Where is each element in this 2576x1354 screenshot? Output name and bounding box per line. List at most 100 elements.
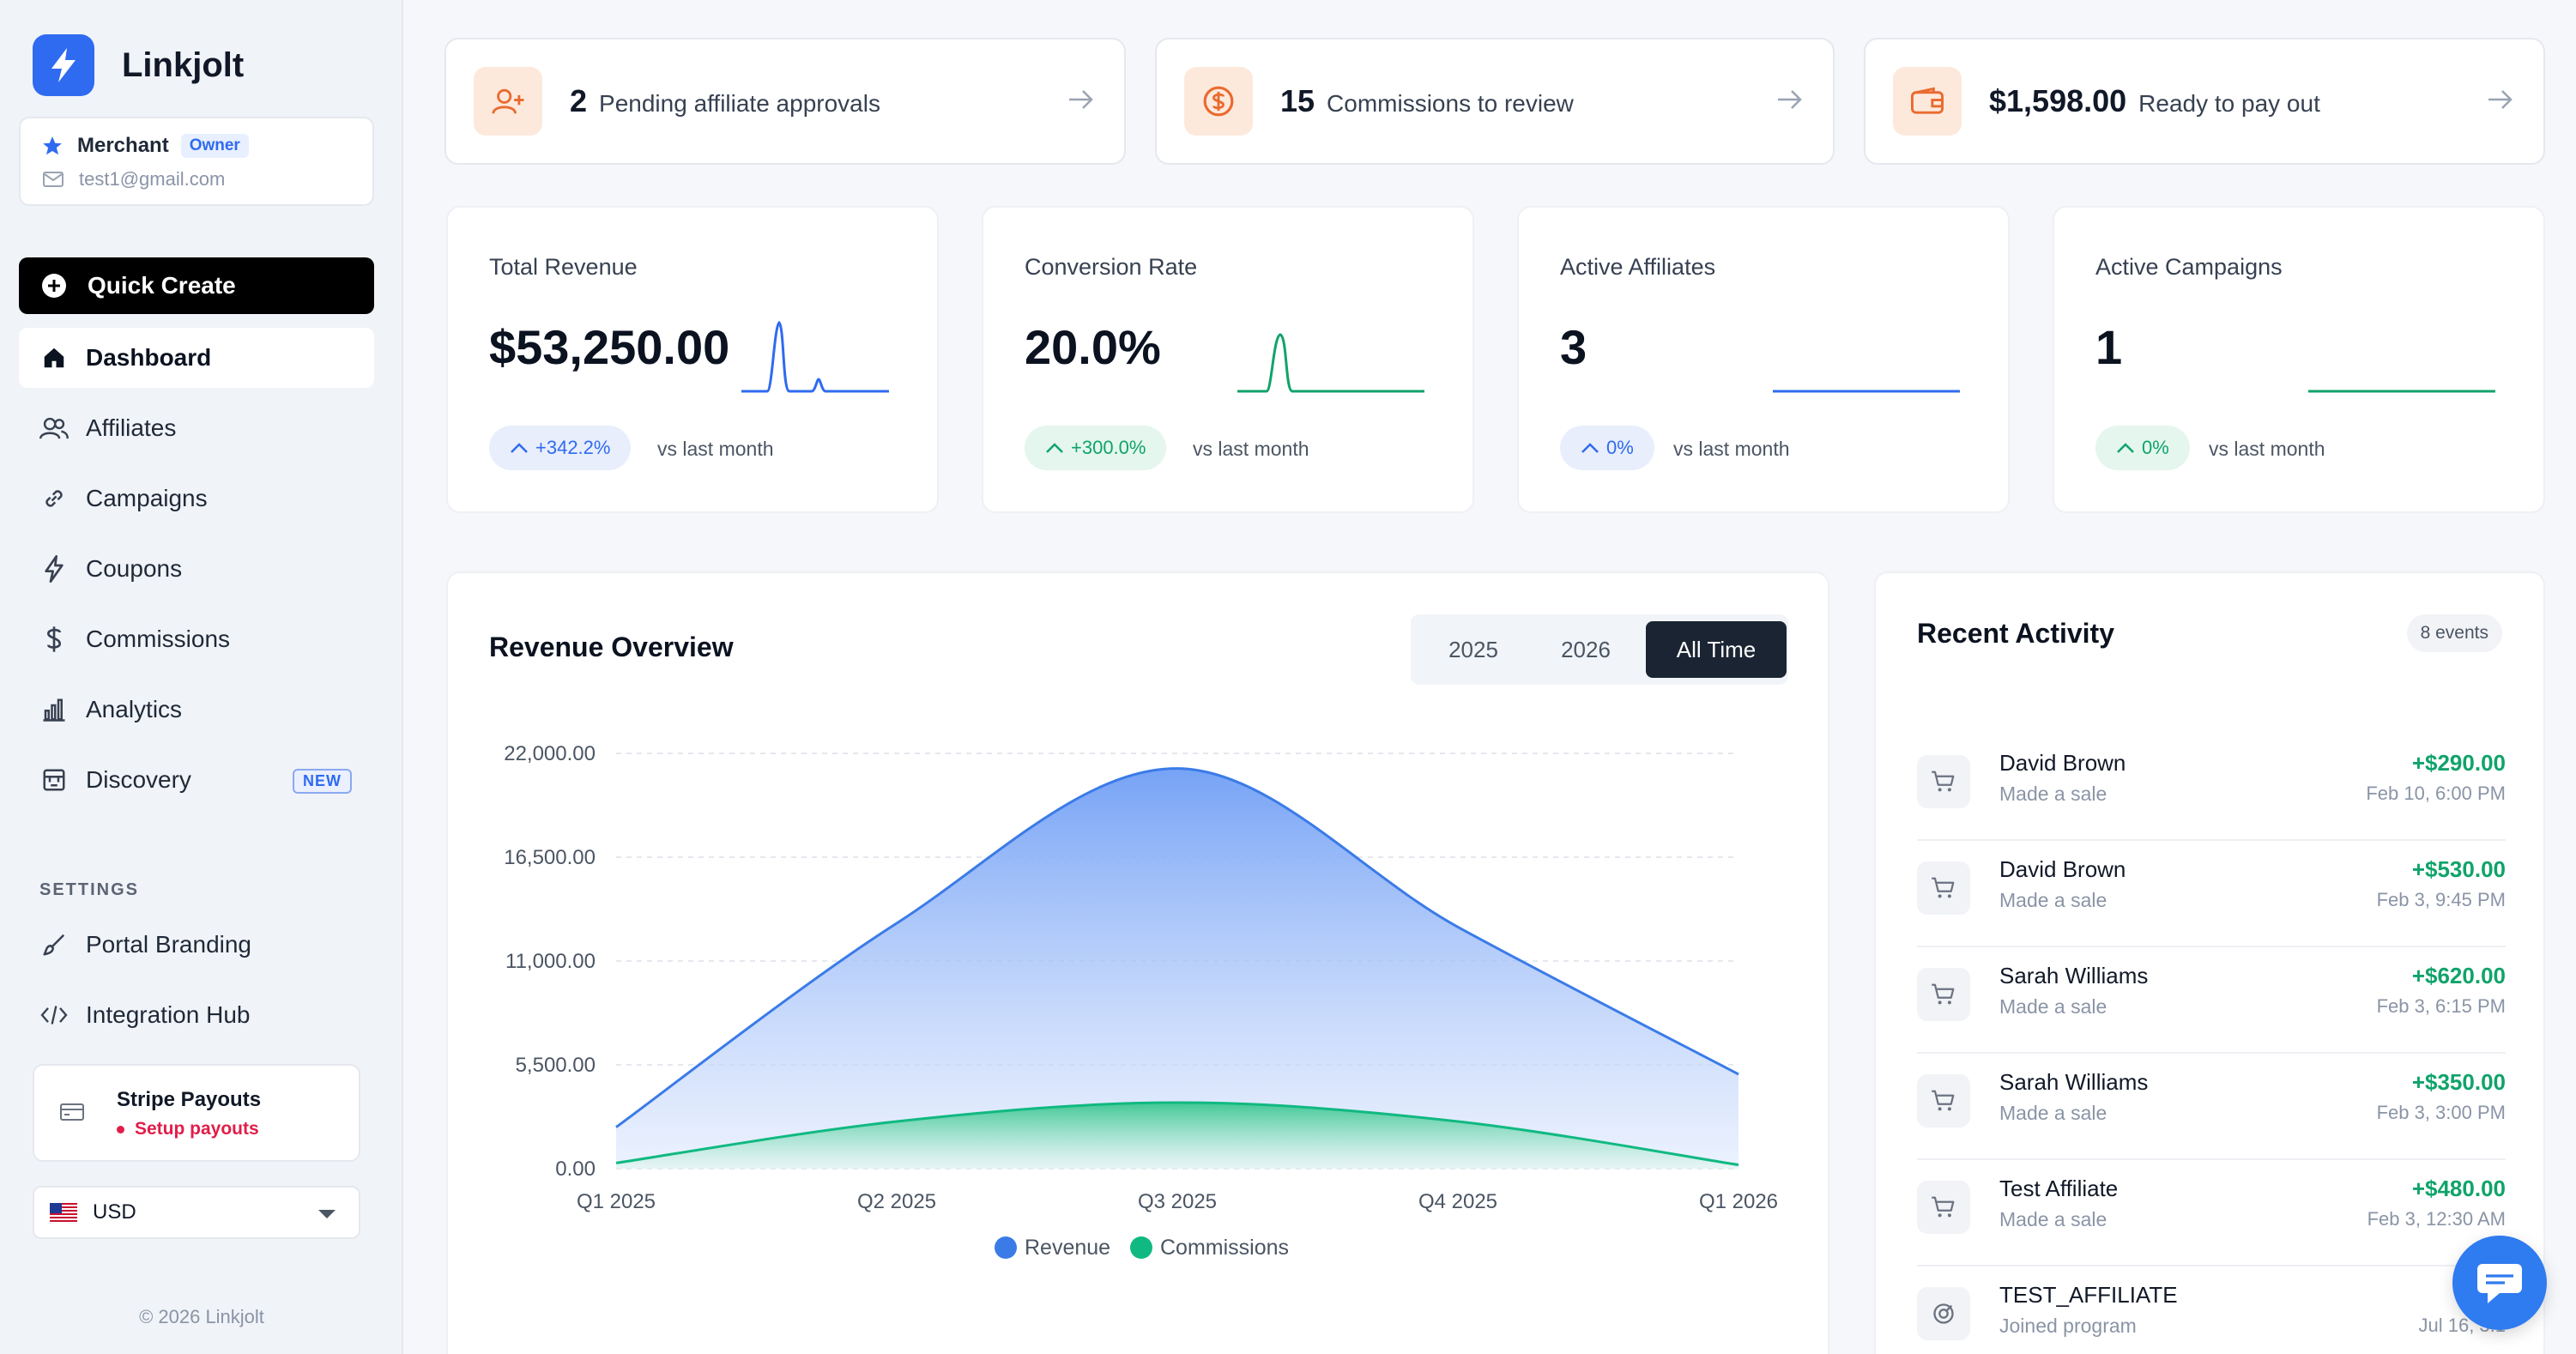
activity-time: Feb 3, 9:45 PM xyxy=(2376,889,2506,910)
sparkline xyxy=(1773,390,1960,393)
y-tick-label: 5,500.00 xyxy=(516,1054,596,1077)
brush-icon xyxy=(39,930,69,959)
activity-name: David Brown xyxy=(1999,750,2126,776)
chevron-down-icon xyxy=(318,1210,336,1218)
activity-time: Feb 10, 6:00 PM xyxy=(2366,783,2506,804)
activity-title: Recent Activity xyxy=(1917,618,2114,649)
settings-heading: SETTINGS xyxy=(39,880,140,899)
brand[interactable]: Linkjolt xyxy=(33,34,244,96)
stat-vs: vs last month xyxy=(1193,438,1309,460)
change-badge: 0% xyxy=(1560,426,1654,470)
x-tick-label: Q3 2025 xyxy=(1138,1190,1217,1213)
account-card[interactable]: Merchant Owner test1@gmail.com xyxy=(19,117,374,206)
change-value: 0% xyxy=(2142,437,2169,458)
stat-value: $53,250.00 xyxy=(489,320,730,374)
alert-value: $1,598.00 xyxy=(1989,83,2127,118)
brand-name: Linkjolt xyxy=(122,45,245,84)
activity-desc: Made a sale xyxy=(1999,1102,2107,1124)
star-icon xyxy=(43,136,62,155)
activity-time: Feb 3, 6:15 PM xyxy=(2376,995,2506,1017)
sidebar-item-dashboard[interactable]: Dashboard xyxy=(19,328,374,388)
y-tick-label: 22,000.00 xyxy=(504,742,596,765)
ready-to-pay-card[interactable]: $1,598.00 Ready to pay out xyxy=(1864,38,2545,165)
stat-card-total-revenue: Total Revenue $53,250.00 +342.2% vs last… xyxy=(446,206,939,513)
sidebar-item-discovery[interactable]: Discovery NEW xyxy=(19,750,374,810)
activity-row[interactable]: David Brown Made a sale +$530.00 Feb 3, 9:4… xyxy=(1917,841,2506,947)
sidebar-item-affiliates[interactable]: Affiliates xyxy=(19,398,374,458)
activity-amount: +$530.00 xyxy=(2411,856,2506,882)
wallet-icon xyxy=(1893,67,1962,136)
sidebar-item-integration-hub[interactable]: Integration Hub xyxy=(19,985,374,1045)
activity-row[interactable]: David Brown Made a sale +$290.00 Feb 10, 6:… xyxy=(1917,734,2506,841)
owner-badge: Owner xyxy=(180,134,249,158)
main-nav: Dashboard Affiliates Campaigns Coupons C… xyxy=(19,328,374,820)
chart-title: Revenue Overview xyxy=(489,632,734,662)
change-badge: +300.0% xyxy=(1025,426,1167,470)
recent-activity-card: Recent Activity 8 events David Brown Made… xyxy=(1874,571,2545,1354)
chevron-up-icon xyxy=(1581,443,1599,453)
change-value: 0% xyxy=(1606,437,1634,458)
pending-approvals-card[interactable]: 2 Pending affiliate approvals xyxy=(444,38,1126,165)
period-filter: 2025 2026 All Time xyxy=(1411,614,1788,685)
currency-code: USD xyxy=(93,1200,136,1224)
stripe-payouts-card[interactable]: Stripe Payouts Setup payouts xyxy=(33,1064,360,1162)
stat-vs: vs last month xyxy=(1673,438,1790,460)
revenue-overview-card: 22,000.00 16,500.00 11,000.00 5,500.00 0.00 Q… xyxy=(446,571,1829,1354)
filter-all-time-button[interactable]: All Time xyxy=(1646,621,1787,678)
user-plus-icon xyxy=(474,67,542,136)
lightning-icon xyxy=(39,554,69,583)
sidebar-item-coupons[interactable]: Coupons xyxy=(19,539,374,599)
legend-swatch xyxy=(1130,1236,1152,1259)
sparkline xyxy=(741,320,889,393)
activity-row[interactable]: TEST_AFFILIATE Joined program Jul 16, 3:1 xyxy=(1917,1266,2506,1354)
settings-nav: Portal Branding Integration Hub xyxy=(19,915,374,1055)
dollar-icon xyxy=(39,625,69,654)
area-commissions xyxy=(616,1103,1738,1169)
new-badge: NEW xyxy=(293,769,352,794)
commissions-review-card[interactable]: 15 Commissions to review xyxy=(1155,38,1835,165)
activity-row[interactable]: Test Affiliate Made a sale +$480.00 Feb 3, … xyxy=(1917,1160,2506,1266)
user-joined-icon xyxy=(1917,1287,1970,1340)
filter-2025-button[interactable]: 2025 xyxy=(1448,636,1498,662)
stat-label: Total Revenue xyxy=(489,254,638,280)
sparkline xyxy=(1237,333,1424,393)
activity-row[interactable]: Sarah Williams Made a sale +$620.00 Feb 3, … xyxy=(1917,947,2506,1054)
filter-2026-button[interactable]: 2026 xyxy=(1561,636,1611,662)
sidebar-item-campaigns[interactable]: Campaigns xyxy=(19,468,374,529)
chat-button[interactable] xyxy=(2452,1236,2547,1330)
sidebar-item-portal-branding[interactable]: Portal Branding xyxy=(19,915,374,975)
stat-value: 1 xyxy=(2095,320,2123,374)
home-icon xyxy=(39,343,69,372)
arrow-right-icon xyxy=(1778,90,1802,109)
account-role: Merchant xyxy=(77,134,169,157)
activity-time: Feb 3, 12:30 AM xyxy=(2367,1208,2506,1230)
alert-value: 2 xyxy=(570,83,588,118)
activity-desc: Made a sale xyxy=(1999,783,2107,805)
arrow-right-icon xyxy=(1069,90,1093,109)
activity-desc: Made a sale xyxy=(1999,889,2107,911)
mail-icon xyxy=(43,172,63,187)
bar-chart-icon xyxy=(39,695,69,724)
activity-name: Sarah Williams xyxy=(1999,1069,2149,1095)
activity-amount: +$350.00 xyxy=(2411,1069,2506,1095)
sidebar-item-label: Discovery xyxy=(86,766,191,793)
activity-name: Sarah Williams xyxy=(1999,963,2149,988)
sidebar-item-analytics[interactable]: Analytics xyxy=(19,680,374,740)
lightning-logo-icon xyxy=(33,34,94,96)
change-value: +342.2% xyxy=(535,437,611,458)
cart-icon xyxy=(1917,755,1970,808)
quick-create-button[interactable]: Quick Create xyxy=(19,257,374,314)
sidebar-item-label: Portal Branding xyxy=(86,931,252,958)
us-flag-icon xyxy=(50,1203,77,1222)
sidebar-item-label: Campaigns xyxy=(86,485,208,511)
currency-select[interactable]: USD xyxy=(33,1186,360,1239)
activity-name: TEST_AFFILIATE xyxy=(1999,1282,2178,1308)
cart-icon xyxy=(1917,1181,1970,1234)
activity-amount: +$480.00 xyxy=(2411,1176,2506,1201)
sidebar-item-commissions[interactable]: Commissions xyxy=(19,609,374,669)
users-icon xyxy=(39,414,69,443)
legend-label: Commissions xyxy=(1160,1236,1289,1260)
activity-row[interactable]: Sarah Williams Made a sale +$350.00 Feb 3, … xyxy=(1917,1054,2506,1160)
sidebar-item-label: Analytics xyxy=(86,696,183,722)
quick-create-label: Quick Create xyxy=(88,272,236,299)
